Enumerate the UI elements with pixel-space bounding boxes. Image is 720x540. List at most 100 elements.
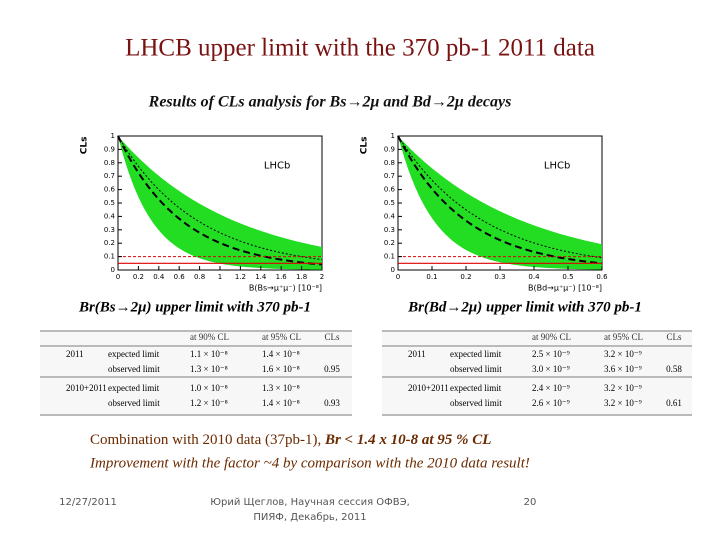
x-tick-label: 0.4 [153, 273, 165, 281]
cell: 1.3 × 10⁻⁸ [262, 383, 300, 393]
cls-band [118, 136, 322, 270]
row-label: observed limit [450, 398, 502, 408]
cell: 3.0 × 10⁻⁹ [532, 364, 570, 374]
x-tick-label: 0.5 [562, 273, 573, 281]
y-tick-label: 0.4 [384, 212, 396, 220]
column-header: CLs [666, 332, 682, 342]
cell: 1.1 × 10⁻⁸ [190, 349, 228, 359]
x-tick-label: 0.3 [494, 273, 505, 281]
x-tick-label: 0.6 [596, 273, 608, 281]
y-tick-label: 0.8 [104, 159, 115, 167]
column-header: at 90% CL [532, 332, 571, 342]
cell: 2.4 × 10⁻⁹ [532, 383, 570, 393]
table-caption: Br(Bd→2μ) upper limit with 370 pb-1 [407, 299, 642, 315]
cell: 3.2 × 10⁻⁹ [604, 383, 642, 393]
x-tick-label: 0 [396, 273, 400, 281]
row-label: expected limit [108, 349, 160, 359]
cell: 0.93 [324, 398, 340, 408]
cell: 0.95 [324, 364, 340, 374]
cls-band [398, 136, 602, 270]
logo: LHCb [544, 160, 570, 171]
x-tick-label: 0 [116, 273, 120, 281]
y-tick-label: 0.3 [384, 226, 395, 234]
x-tick-label: 0.6 [174, 273, 186, 281]
y-tick-label: 0.3 [104, 226, 115, 234]
expected-cls [117, 135, 323, 266]
y-tick-label: 0 [111, 266, 115, 274]
table-bg [40, 330, 352, 416]
x-tick-label: 1.8 [296, 273, 307, 281]
y-tick-label: 0.1 [104, 253, 115, 261]
row-period: 2010+2011 [66, 383, 107, 393]
cell: 1.2 × 10⁻⁸ [190, 398, 228, 408]
observed-cls [397, 135, 603, 259]
x-tick-label: 2 [320, 273, 324, 281]
column-header: at 95% CL [604, 332, 643, 342]
y-tick-label: 0.6 [384, 186, 396, 194]
y-tick-label: 0.9 [384, 145, 395, 153]
y-axis-label: CLs [360, 137, 370, 155]
cell: 3.2 × 10⁻⁹ [604, 398, 642, 408]
y-tick-label: 0.2 [104, 239, 115, 247]
logo: LHCb [264, 160, 290, 171]
cell: 3.6 × 10⁻⁹ [604, 364, 642, 374]
cell: 2.6 × 10⁻⁹ [532, 398, 570, 408]
x-axis-label: B(Bd→μ⁺μ⁻) [10⁻⁸] [528, 284, 602, 293]
column-header: CLs [324, 332, 340, 342]
footer-author: ПИЯФ, Декабрь, 2011 [253, 512, 366, 523]
y-tick-label: 0.4 [104, 212, 116, 220]
slide-title: LHCB upper limit with the 370 pb-1 2011 … [125, 35, 595, 62]
x-tick-label: 0.8 [194, 273, 205, 281]
conclusion-line: Combination with 2010 data (37pb-1), Br … [90, 432, 491, 448]
x-tick-label: 0.4 [528, 273, 540, 281]
footer-page: 20 [524, 497, 537, 508]
y-tick-label: 0.5 [104, 199, 115, 207]
x-tick-label: 0.1 [426, 273, 437, 281]
cell: 0.61 [666, 398, 682, 408]
y-tick-label: 0.8 [384, 159, 395, 167]
y-axis-label: CLs [80, 137, 90, 155]
cell: 3.2 × 10⁻⁹ [604, 349, 642, 359]
y-tick-label: 1 [111, 132, 115, 140]
y-tick-label: 0.7 [104, 172, 115, 180]
row-label: observed limit [108, 398, 160, 408]
subtitle: Results of CLs analysis for Bs→2μ and Bd… [148, 94, 512, 111]
x-tick-label: 0.2 [460, 273, 471, 281]
y-tick-label: 0.7 [384, 172, 395, 180]
cell: 1.4 × 10⁻⁸ [262, 349, 300, 359]
cell: 0.58 [666, 364, 682, 374]
cell: 1.3 × 10⁻⁸ [190, 364, 228, 374]
y-tick-label: 0 [391, 266, 395, 274]
column-header: at 90% CL [190, 332, 229, 342]
x-axis-label: B(Bs→μ⁺μ⁻) [10⁻⁸] [249, 284, 322, 293]
row-label: expected limit [450, 383, 502, 393]
cell: 1.4 × 10⁻⁸ [262, 398, 300, 408]
table-caption: Br(Bs→2μ) upper limit with 370 pb-1 [78, 299, 311, 315]
y-tick-label: 0.1 [384, 253, 395, 261]
row-label: observed limit [108, 364, 160, 374]
row-period: 2011 [408, 349, 426, 359]
conclusion-line: Improvement with the factor ~4 by compar… [89, 455, 530, 471]
row-period: 2011 [66, 349, 84, 359]
observed-cls [117, 135, 323, 261]
x-tick-label: 1.6 [276, 273, 288, 281]
table-bg [382, 330, 692, 416]
x-tick-label: 1.2 [235, 273, 246, 281]
footer-author: Юрий Щеглов, Научная сессия ОФВЭ, [210, 497, 410, 508]
conclusion-plain: Combination with 2010 data (37pb-1), [90, 432, 325, 448]
row-label: expected limit [450, 349, 502, 359]
row-period: 2010+2011 [408, 383, 449, 393]
cell: 1.6 × 10⁻⁸ [262, 364, 300, 374]
x-tick-label: 1 [218, 273, 222, 281]
y-tick-label: 0.6 [104, 186, 116, 194]
x-tick-label: 1.4 [255, 273, 267, 281]
cell: 1.0 × 10⁻⁸ [190, 383, 228, 393]
footer-date: 12/27/2011 [59, 497, 117, 508]
x-tick-label: 0.2 [133, 273, 144, 281]
cell: 2.5 × 10⁻⁹ [532, 349, 570, 359]
expected-cls [397, 135, 603, 265]
y-tick-label: 1 [391, 132, 395, 140]
row-label: expected limit [108, 383, 160, 393]
y-tick-label: 0.9 [104, 145, 115, 153]
